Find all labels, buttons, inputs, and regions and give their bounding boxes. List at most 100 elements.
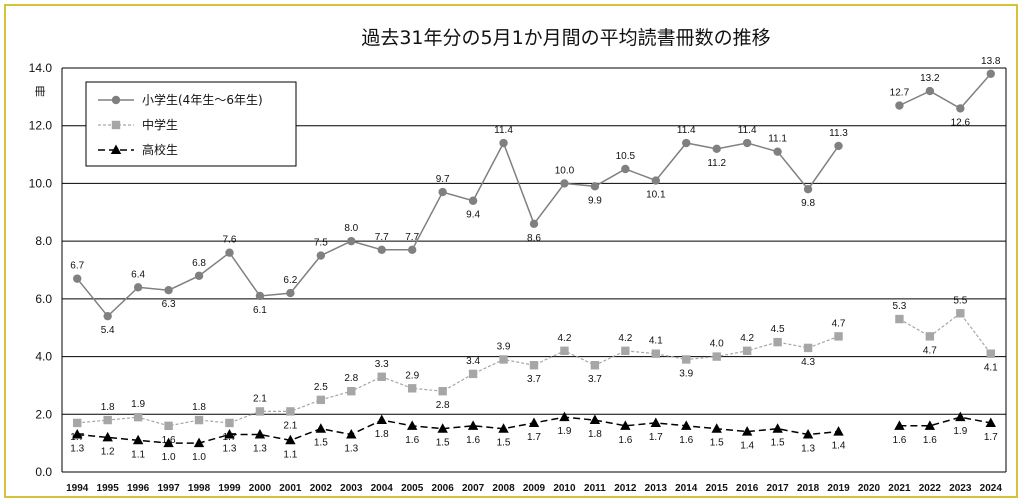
data-label: 1.3 bbox=[253, 443, 267, 454]
data-label: 3.3 bbox=[375, 359, 389, 370]
data-label: 4.7 bbox=[923, 345, 937, 356]
data-point bbox=[133, 283, 143, 292]
data-point bbox=[438, 387, 447, 396]
x-tick-label: 2009 bbox=[523, 483, 546, 494]
data-label: 1.0 bbox=[192, 452, 206, 463]
data-point bbox=[438, 187, 447, 197]
data-label: 11.1 bbox=[768, 134, 787, 145]
data-label: 1.6 bbox=[892, 435, 906, 446]
data-label: 1.9 bbox=[953, 426, 967, 437]
legend-label: 高校生 bbox=[142, 142, 178, 157]
data-label: 2.1 bbox=[283, 420, 297, 431]
data-point bbox=[560, 179, 569, 188]
y-tick-label: 4.0 bbox=[35, 350, 52, 364]
data-point bbox=[377, 372, 386, 381]
data-label: 1.8 bbox=[101, 402, 115, 413]
y-tick-label: 8.0 bbox=[35, 234, 52, 248]
data-point bbox=[833, 426, 844, 436]
data-point bbox=[955, 411, 966, 422]
x-tick-label: 2004 bbox=[371, 483, 394, 494]
data-label: 11.2 bbox=[707, 158, 726, 169]
data-label: 4.3 bbox=[801, 357, 815, 368]
series-0: 6.7 5.4 6.4 6.3 6.8 7.6 6.1 6.2 7.5 8.0 7.7 7.7 9.7 9… bbox=[70, 56, 1001, 336]
data-point bbox=[468, 369, 478, 379]
x-tick-label: 2003 bbox=[340, 483, 363, 494]
data-point bbox=[498, 423, 509, 433]
data-point bbox=[133, 412, 143, 422]
data-label: 2.5 bbox=[314, 382, 328, 393]
data-label: 4.0 bbox=[710, 339, 724, 350]
data-label: 9.8 bbox=[801, 198, 815, 209]
legend-marker bbox=[111, 95, 121, 105]
data-label: 9.7 bbox=[436, 174, 450, 185]
data-point bbox=[103, 311, 112, 321]
x-tick-label: 2023 bbox=[949, 483, 972, 494]
data-label: 1.7 bbox=[527, 432, 541, 443]
data-label: 9.9 bbox=[588, 195, 602, 206]
data-point bbox=[621, 164, 630, 174]
data-point bbox=[225, 248, 234, 257]
x-tick-label: 1996 bbox=[127, 483, 150, 494]
data-point bbox=[73, 274, 82, 283]
data-label: 4.7 bbox=[832, 318, 846, 329]
data-label: 12.7 bbox=[890, 88, 910, 99]
data-point bbox=[650, 417, 662, 427]
data-label: 2.9 bbox=[405, 370, 419, 381]
data-label: 1.6 bbox=[466, 435, 480, 446]
data-point bbox=[741, 426, 753, 436]
data-point bbox=[986, 349, 995, 358]
data-label: 11.4 bbox=[738, 125, 757, 136]
data-point bbox=[925, 332, 935, 341]
data-label: 1.9 bbox=[131, 399, 145, 410]
x-tick-label: 2005 bbox=[401, 483, 424, 494]
line-chart: 過去31年分の5月1か月間の平均読書冊数の推移 冊 0.0 2.0 4.0 6.0 8.… bbox=[29, 27, 1007, 494]
data-point bbox=[590, 182, 600, 191]
y-tick-label: 6.0 bbox=[35, 292, 52, 306]
data-point bbox=[376, 414, 387, 425]
data-label: 8.6 bbox=[527, 233, 541, 244]
data-label: 3.7 bbox=[527, 374, 541, 385]
data-point bbox=[347, 387, 356, 396]
data-label: 1.3 bbox=[801, 443, 815, 454]
data-point bbox=[194, 271, 204, 280]
data-label: 5.5 bbox=[953, 295, 967, 306]
data-point bbox=[803, 185, 813, 194]
data-point bbox=[163, 437, 174, 448]
data-label: 1.6 bbox=[923, 435, 937, 446]
data-point bbox=[316, 251, 326, 260]
data-label: 6.7 bbox=[70, 261, 84, 272]
y-tick-label: 0.0 bbox=[35, 465, 52, 479]
data-label: 2.1 bbox=[253, 393, 267, 404]
legend-box bbox=[85, 81, 297, 167]
series-line bbox=[77, 312, 992, 427]
data-point bbox=[985, 417, 996, 427]
y-tick-label: 14.0 bbox=[29, 61, 53, 75]
data-point bbox=[286, 407, 295, 416]
y-ticks: 0.0 2.0 4.0 6.0 8.0 10.0 12.0 14.0 bbox=[29, 61, 53, 479]
data-point bbox=[224, 428, 235, 439]
data-label: 1.8 bbox=[375, 429, 389, 440]
data-point bbox=[895, 101, 904, 110]
data-point bbox=[467, 420, 479, 430]
x-tick-label: 2000 bbox=[249, 483, 272, 494]
data-label: 7.5 bbox=[314, 238, 328, 249]
data-label: 1.6 bbox=[618, 435, 632, 446]
data-label: 1.8 bbox=[588, 429, 602, 440]
data-point bbox=[529, 219, 539, 229]
data-point bbox=[346, 428, 357, 439]
data-label: 1.1 bbox=[131, 449, 145, 460]
data-point bbox=[193, 437, 205, 448]
x-tick-label: 2007 bbox=[462, 483, 485, 494]
data-label: 4.2 bbox=[557, 333, 571, 344]
x-tick-label: 2006 bbox=[432, 483, 455, 494]
data-label: 13.2 bbox=[920, 73, 940, 84]
data-point bbox=[772, 423, 783, 433]
data-point bbox=[255, 291, 265, 301]
data-point bbox=[589, 414, 601, 425]
data-label: 1.3 bbox=[344, 443, 358, 454]
legend-marker bbox=[110, 144, 122, 154]
x-tick-label: 1997 bbox=[157, 483, 180, 494]
x-tick-label: 2024 bbox=[980, 483, 1003, 494]
data-point bbox=[315, 423, 327, 433]
